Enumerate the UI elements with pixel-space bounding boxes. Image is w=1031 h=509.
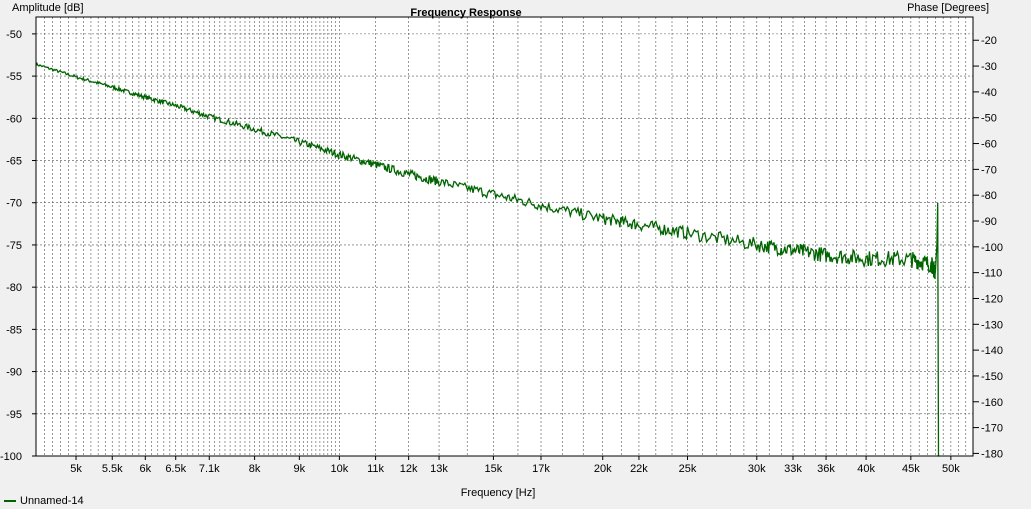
x-axis-ticks: 5k 5.5k 6k 6.5k 7.1k 8k 9k 10k 11k 12k 13k 15k 17k 20… <box>70 456 960 475</box>
legend-swatch <box>4 500 16 502</box>
y-tick-label: -85 <box>6 324 22 336</box>
legend-entry-unnamed-14: Unnamed-14 <box>20 495 84 507</box>
x-tick-label: 7.1k <box>199 463 220 475</box>
y2-tick-label: -140 <box>981 345 1003 357</box>
x-tick-label: 6.5k <box>165 463 186 475</box>
y-tick-label: -60 <box>6 113 22 125</box>
y2-tick-label: -70 <box>981 164 997 176</box>
y2-tick-label: -110 <box>981 268 1002 280</box>
x-tick-label: 9k <box>294 463 306 475</box>
y-tick-label: -90 <box>6 367 22 379</box>
x-tick-label: 11k <box>367 463 384 475</box>
plot-border <box>35 16 974 457</box>
legend: Unnamed-14 <box>4 494 84 508</box>
x-tick-label: 5.5k <box>102 463 123 475</box>
y-tick-label: -65 <box>6 156 22 168</box>
y-tick-label: -50 <box>6 29 22 41</box>
x-tick-label: 33k <box>784 463 802 475</box>
x-tick-label: 15k <box>485 463 503 475</box>
series-line-unnamed-14 <box>35 62 940 457</box>
y2-tick-label: -160 <box>981 397 1003 409</box>
x-tick-label: 6k <box>139 463 151 475</box>
x-tick-label: 45k <box>902 463 920 475</box>
chart-title: Frequency Response <box>410 7 521 19</box>
y-tick-label: -100 <box>0 451 22 463</box>
plot-area <box>35 16 974 457</box>
x-tick-label: 40k <box>857 463 875 475</box>
y-axis-ticks: -50 -55 -60 -65 -70 -75 -80 -85 -90 -95 -100 <box>0 29 36 463</box>
x-tick-label: 10k <box>331 463 349 475</box>
x-axis-label: Frequency [Hz] <box>461 487 536 499</box>
y2-axis-ticks: -20 -30 -40 -50 -60 -70 -80 -90 -100 -110 -120 -130… <box>973 35 1003 460</box>
y-tick-label: -75 <box>6 240 22 252</box>
y-tick-label: -95 <box>6 409 22 421</box>
y2-tick-label: -60 <box>981 139 997 151</box>
y2-tick-label: -30 <box>981 61 997 73</box>
x-tick-label: 50k <box>942 463 960 475</box>
y-tick-label: -80 <box>6 282 22 294</box>
x-tick-label: 25k <box>679 463 697 475</box>
x-tick-label: 12k <box>400 463 418 475</box>
y-axis-label: Amplitude [dB] <box>12 2 84 14</box>
x-tick-label: 5k <box>70 463 82 475</box>
y2-tick-label: -130 <box>981 319 1003 331</box>
y2-tick-label: -180 <box>981 448 1003 460</box>
x-tick-label: 17k <box>532 463 550 475</box>
x-tick-label: 8k <box>249 463 261 475</box>
y2-tick-label: -90 <box>981 216 997 228</box>
y2-axis-label: Phase [Degrees] <box>907 2 989 14</box>
y2-tick-label: -170 <box>981 423 1003 435</box>
y-tick-label: -55 <box>6 71 22 83</box>
y2-tick-label: -100 <box>981 242 1003 254</box>
x-tick-label: 13k <box>430 463 448 475</box>
y2-tick-label: -80 <box>981 190 997 202</box>
y2-tick-label: -50 <box>981 113 997 125</box>
y2-tick-label: -40 <box>981 87 997 99</box>
x-tick-label: 30k <box>748 463 766 475</box>
y2-tick-label: -150 <box>981 371 1003 383</box>
y-tick-label: -70 <box>6 198 22 210</box>
x-tick-label: 20k <box>594 463 612 475</box>
x-tick-label: 22k <box>630 463 648 475</box>
y2-tick-label: -20 <box>981 35 997 47</box>
x-tick-label: 36k <box>817 463 835 475</box>
y2-tick-label: -120 <box>981 293 1003 305</box>
grid-lines <box>36 17 973 457</box>
